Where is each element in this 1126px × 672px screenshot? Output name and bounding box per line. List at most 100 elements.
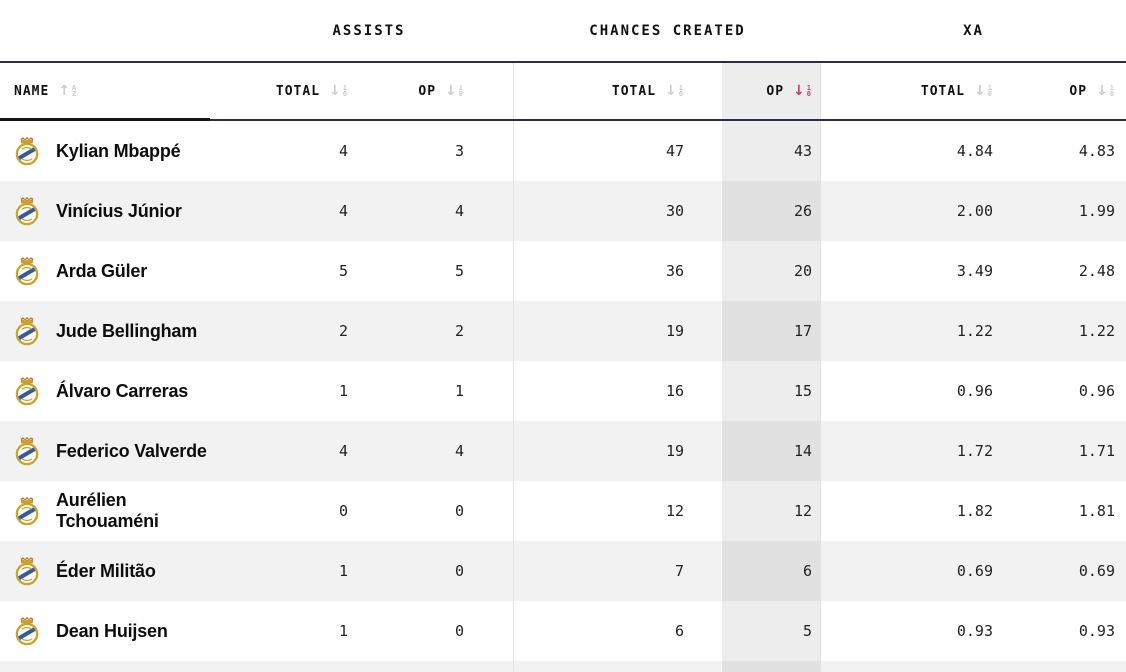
assists-op-value: 0 bbox=[385, 481, 514, 541]
sort-numeric-desc-icon: ↓ 1 0 bbox=[665, 83, 684, 99]
chances-total-value: 12 bbox=[665, 502, 684, 520]
real-madrid-crest-icon bbox=[15, 317, 39, 346]
player-name: Arda Güler bbox=[56, 260, 148, 281]
player-name-cell: Dean Huijsen bbox=[0, 601, 224, 661]
xa-op-value: 0.69 bbox=[1078, 562, 1115, 580]
player-name: Vinícius Júnior bbox=[56, 200, 182, 221]
real-madrid-crest-icon bbox=[15, 437, 39, 466]
header-chances-op-label: OP bbox=[766, 83, 785, 99]
header-assists-total-label: TOTAL bbox=[275, 83, 321, 99]
header-chances-total-label: TOTAL bbox=[611, 83, 657, 99]
player-name-cell: Federico Valverde bbox=[0, 421, 224, 481]
chances-op-value: 12 bbox=[722, 481, 821, 541]
assists-total-value: 5 bbox=[338, 262, 348, 280]
player-name: Dean Huijsen bbox=[56, 620, 168, 641]
xa-op-value: 4.83 bbox=[1078, 142, 1115, 160]
group-header-row: ASSISTS CHANCES CREATED XA bbox=[0, 0, 1126, 63]
header-chances-op-active-sort[interactable]: OP ↓ 1 0 bbox=[722, 63, 821, 119]
group-header-xa: XA bbox=[963, 22, 984, 39]
header-assists-op-label: OP bbox=[418, 83, 437, 99]
xa-op-value: 0.93 bbox=[1078, 622, 1115, 640]
chances-total-value: 7 bbox=[674, 562, 684, 580]
table-row[interactable]: Aurélien Tchouaméni 0 0 12 12 1.82 1.81 bbox=[0, 481, 1126, 541]
real-madrid-crest-icon bbox=[15, 497, 39, 526]
xa-op-value: 1.22 bbox=[1078, 322, 1115, 340]
table-row[interactable]: Éder Militão 1 0 7 6 0.69 0.69 bbox=[0, 541, 1126, 601]
assists-op-value: 4 bbox=[385, 421, 514, 481]
xa-op-value: 2.48 bbox=[1078, 262, 1115, 280]
player-name: Kylian Mbappé bbox=[56, 140, 181, 161]
group-header-assists: ASSISTS bbox=[332, 22, 406, 39]
chances-op-value: 5 bbox=[722, 601, 821, 661]
table-row[interactable]: Vinícius Júnior 4 4 30 26 2.00 1.99 bbox=[0, 181, 1126, 241]
xa-op-value: 1.99 bbox=[1078, 202, 1115, 220]
table-row[interactable]: Dean Huijsen 1 0 6 5 0.93 0.93 bbox=[0, 601, 1126, 661]
sort-numeric-desc-icon: ↓ 1 0 bbox=[974, 83, 993, 99]
table-body: Kylian Mbappé 4 3 47 43 4.84 4.83 Vi bbox=[0, 121, 1126, 661]
sort-alpha-asc-icon: ↑ A Z bbox=[58, 83, 78, 99]
header-xa-op-label: OP bbox=[1069, 83, 1088, 99]
player-name: Aurélien Tchouaméni bbox=[56, 490, 159, 531]
chances-total-value: 16 bbox=[665, 382, 684, 400]
real-madrid-crest-icon bbox=[15, 137, 39, 166]
sort-numeric-desc-icon: ↓ 1 0 bbox=[445, 83, 464, 99]
sort-numeric-desc-active-icon: ↓ 1 0 bbox=[793, 83, 812, 99]
header-xa-op[interactable]: OP ↓ 1 0 bbox=[1001, 63, 1126, 119]
real-madrid-crest-icon bbox=[15, 257, 39, 286]
chances-total-value: 36 bbox=[665, 262, 684, 280]
assists-op-value: 0 bbox=[385, 541, 514, 601]
sort-numeric-desc-icon: ↓ 1 0 bbox=[1096, 83, 1115, 99]
assists-total-value: 0 bbox=[338, 502, 348, 520]
xa-total-value: 0.93 bbox=[956, 622, 993, 640]
chances-total-value: 19 bbox=[665, 322, 684, 340]
chances-op-value: 20 bbox=[722, 241, 821, 301]
header-assists-op[interactable]: OP ↓ 1 0 bbox=[385, 63, 514, 119]
xa-total-value: 4.84 bbox=[956, 142, 993, 160]
group-header-chances-created: CHANCES CREATED bbox=[589, 22, 746, 39]
header-assists-total[interactable]: TOTAL ↓ 1 0 bbox=[224, 63, 385, 119]
header-name[interactable]: NAME ↑ A Z bbox=[0, 63, 224, 119]
chances-op-value: 14 bbox=[722, 421, 821, 481]
header-chances-total[interactable]: TOTAL ↓ 1 0 bbox=[514, 63, 722, 119]
player-name-cell: Aurélien Tchouaméni bbox=[0, 481, 224, 541]
assists-op-value: 1 bbox=[385, 361, 514, 421]
xa-total-value: 0.96 bbox=[956, 382, 993, 400]
player-name-cell: Álvaro Carreras bbox=[0, 361, 224, 421]
column-header-row: NAME ↑ A Z TOTAL ↓ 1 0 OP ↓ 1 0 TOTAL ↓ 1 0 OP ↓… bbox=[0, 63, 1126, 121]
real-madrid-crest-icon bbox=[15, 377, 39, 406]
header-xa-total[interactable]: TOTAL ↓ 1 0 bbox=[821, 63, 1001, 119]
assists-total-value: 1 bbox=[338, 382, 348, 400]
real-madrid-crest-icon bbox=[15, 617, 39, 646]
header-name-label: NAME bbox=[14, 83, 50, 99]
assists-op-value: 2 bbox=[385, 301, 514, 361]
xa-op-value: 1.71 bbox=[1078, 442, 1115, 460]
chances-total-value: 19 bbox=[665, 442, 684, 460]
table-row[interactable]: Federico Valverde 4 4 19 14 1.72 1.71 bbox=[0, 421, 1126, 481]
assists-total-value: 2 bbox=[338, 322, 348, 340]
player-name-cell: Kylian Mbappé bbox=[0, 121, 224, 181]
xa-total-value: 0.69 bbox=[956, 562, 993, 580]
chances-op-value: 43 bbox=[722, 121, 821, 181]
chances-op-value: 6 bbox=[722, 541, 821, 601]
table-row-partial bbox=[0, 661, 1126, 672]
xa-op-value: 1.81 bbox=[1078, 502, 1115, 520]
table-row[interactable]: Jude Bellingham 2 2 19 17 1.22 1.22 bbox=[0, 301, 1126, 361]
chances-total-value: 47 bbox=[665, 142, 684, 160]
xa-total-value: 3.49 bbox=[956, 262, 993, 280]
xa-total-value: 1.82 bbox=[956, 502, 993, 520]
real-madrid-crest-icon bbox=[15, 557, 39, 586]
assists-total-value: 1 bbox=[338, 562, 348, 580]
chances-op-value: 26 bbox=[722, 181, 821, 241]
chances-total-value: 6 bbox=[674, 622, 684, 640]
player-name: Álvaro Carreras bbox=[56, 380, 189, 401]
assists-total-value: 1 bbox=[338, 622, 348, 640]
assists-op-value: 4 bbox=[385, 181, 514, 241]
real-madrid-crest-icon bbox=[15, 197, 39, 226]
chances-total-value: 30 bbox=[665, 202, 684, 220]
player-name: Jude Bellingham bbox=[56, 320, 198, 341]
table-row[interactable]: Arda Güler 5 5 36 20 3.49 2.48 bbox=[0, 241, 1126, 301]
table-row[interactable]: Kylian Mbappé 4 3 47 43 4.84 4.83 bbox=[0, 121, 1126, 181]
table-row[interactable]: Álvaro Carreras 1 1 16 15 0.96 0.96 bbox=[0, 361, 1126, 421]
assists-total-value: 4 bbox=[338, 442, 348, 460]
